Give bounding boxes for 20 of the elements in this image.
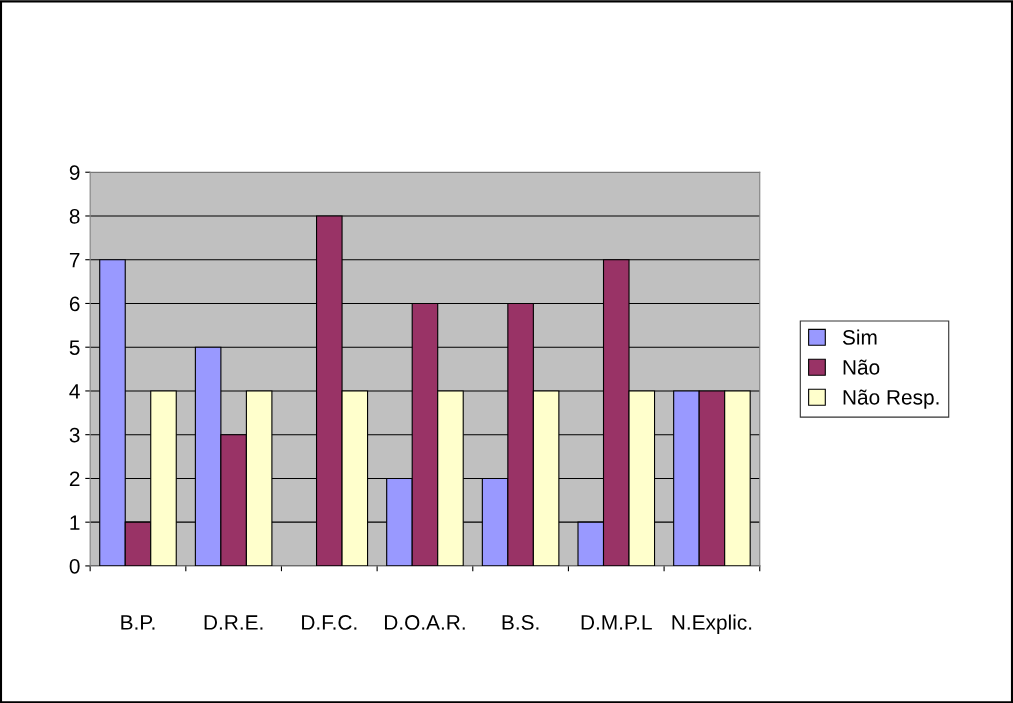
y-tick-label: 1 bbox=[70, 515, 80, 530]
x-tick-label: D.O.A.R. bbox=[384, 615, 465, 630]
legend-label: Não bbox=[843, 359, 880, 375]
y-tick-label: 3 bbox=[69, 427, 80, 443]
legend-label: Sim bbox=[842, 329, 877, 345]
y-tick-label: 9 bbox=[69, 165, 80, 180]
y-tick-label: 2 bbox=[69, 471, 80, 486]
y-tick-label: 4 bbox=[69, 384, 80, 399]
x-tick-label: D.F.C. bbox=[302, 615, 357, 630]
y-tick-label: 8 bbox=[69, 208, 80, 224]
y-tick-label: 0 bbox=[69, 558, 80, 574]
legend-label: Não Resp. bbox=[843, 389, 939, 409]
x-tick-label: D.R.E. bbox=[204, 615, 263, 630]
y-tick-label: 6 bbox=[69, 296, 80, 312]
x-tick-label: N.Explic. bbox=[672, 614, 752, 634]
x-tick-label: B.P. bbox=[121, 615, 155, 630]
y-tick-label: 7 bbox=[69, 252, 80, 268]
x-tick-label: B.S. bbox=[502, 615, 539, 630]
x-tick-label: D.M.P.L bbox=[581, 615, 652, 630]
y-tick-label: 5 bbox=[69, 340, 80, 355]
